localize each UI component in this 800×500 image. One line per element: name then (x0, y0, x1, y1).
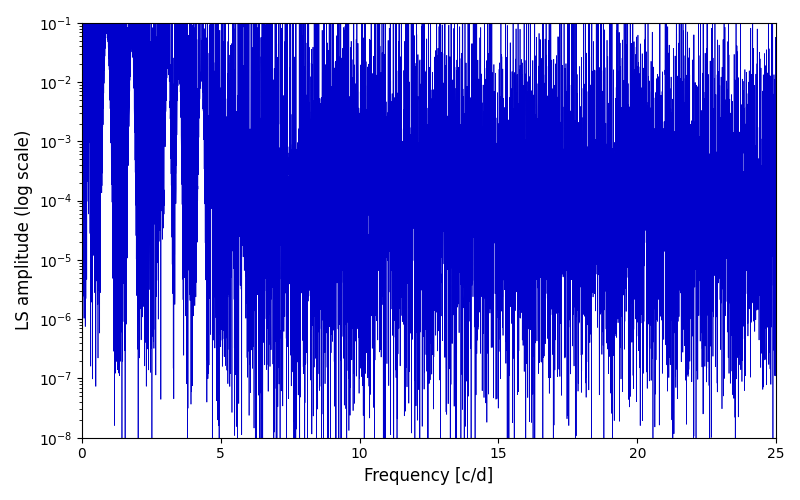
Y-axis label: LS amplitude (log scale): LS amplitude (log scale) (15, 130, 33, 330)
X-axis label: Frequency [c/d]: Frequency [c/d] (364, 467, 494, 485)
